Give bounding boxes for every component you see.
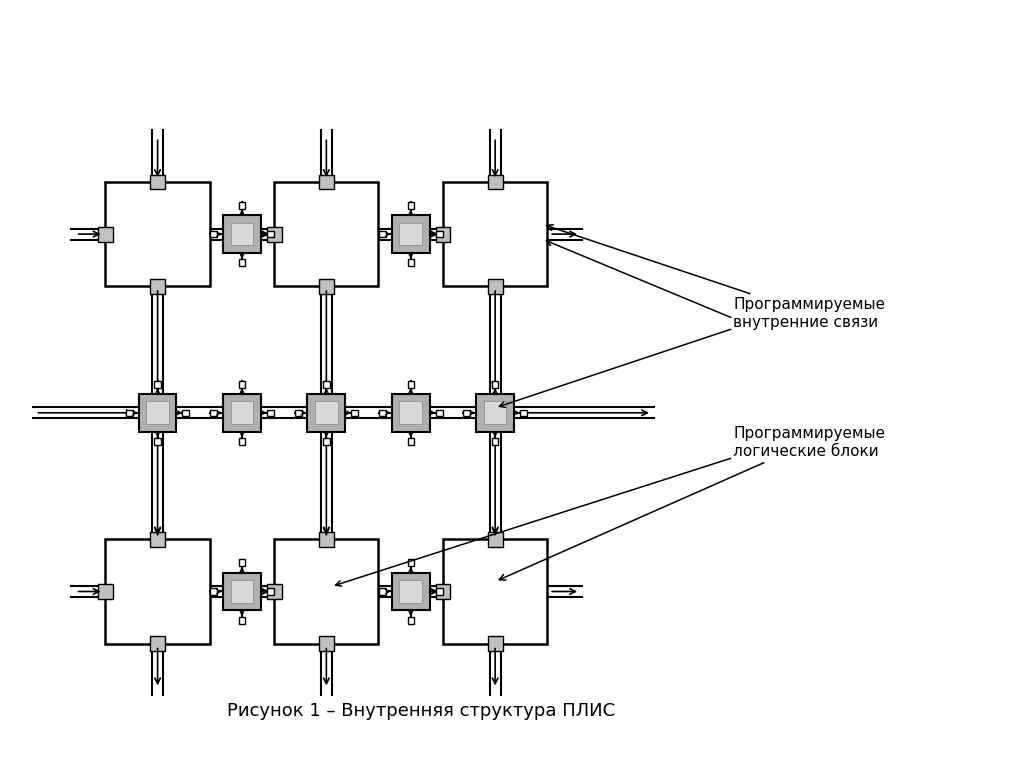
Bar — [463, 409, 470, 416]
Bar — [239, 617, 245, 624]
Bar — [126, 409, 133, 416]
Bar — [408, 259, 414, 266]
Bar — [267, 409, 273, 416]
Bar — [487, 532, 503, 547]
Bar — [492, 438, 499, 445]
Bar — [408, 617, 414, 624]
Bar — [392, 394, 430, 432]
Text: Программируемые
внутренние связи: Программируемые внутренние связи — [547, 224, 886, 329]
Bar — [223, 394, 261, 432]
Bar — [492, 381, 499, 388]
Bar — [239, 202, 245, 209]
Bar — [105, 182, 210, 286]
Bar — [443, 182, 547, 286]
Bar — [399, 402, 422, 424]
Bar — [318, 174, 334, 190]
Bar — [408, 438, 414, 445]
Bar — [443, 539, 547, 644]
Bar — [155, 381, 161, 388]
Bar — [223, 215, 261, 253]
Bar — [379, 409, 386, 416]
Bar — [318, 279, 334, 293]
Bar — [230, 223, 253, 246]
Bar — [98, 584, 113, 599]
Bar — [210, 231, 217, 237]
Bar — [146, 402, 169, 424]
Bar — [151, 532, 165, 547]
Bar — [239, 381, 245, 388]
Bar — [98, 227, 113, 242]
Bar — [239, 438, 245, 445]
Bar — [210, 588, 217, 594]
Bar — [487, 279, 503, 293]
Bar — [476, 394, 514, 432]
Text: Рисунок 1 – Внутренняя структура ПЛИС: Рисунок 1 – Внутренняя структура ПЛИС — [226, 702, 614, 720]
Bar — [223, 573, 261, 611]
Bar — [392, 215, 430, 253]
Bar — [307, 394, 345, 432]
Bar — [267, 584, 282, 599]
Bar — [138, 394, 176, 432]
Bar — [267, 588, 273, 594]
Bar — [182, 409, 189, 416]
Bar — [324, 438, 330, 445]
Bar — [487, 174, 503, 190]
Bar — [379, 588, 386, 594]
Bar — [399, 580, 422, 603]
Bar — [379, 231, 386, 237]
Bar — [267, 231, 273, 237]
Bar — [318, 636, 334, 651]
Bar — [435, 588, 442, 594]
Bar — [435, 231, 442, 237]
Bar — [435, 409, 442, 416]
Bar — [351, 409, 358, 416]
Bar — [399, 223, 422, 246]
Bar — [435, 227, 451, 242]
Bar — [151, 174, 165, 190]
Bar — [239, 259, 245, 266]
Bar — [267, 227, 282, 242]
Bar — [520, 409, 527, 416]
Bar — [483, 402, 507, 424]
Bar — [408, 381, 414, 388]
Text: Программируемые
логические блоки: Программируемые логические блоки — [500, 426, 886, 580]
Bar — [274, 539, 379, 644]
Bar — [230, 402, 253, 424]
Bar — [151, 279, 165, 293]
Bar — [239, 559, 245, 567]
Bar — [155, 438, 161, 445]
Bar — [318, 532, 334, 547]
Bar — [435, 584, 451, 599]
Bar — [105, 539, 210, 644]
Bar — [392, 573, 430, 611]
Bar — [210, 409, 217, 416]
Bar — [487, 636, 503, 651]
Bar — [295, 409, 301, 416]
Bar — [274, 182, 379, 286]
Bar — [315, 402, 338, 424]
Bar — [408, 559, 414, 567]
Bar — [324, 381, 330, 388]
Bar — [230, 580, 253, 603]
Bar — [408, 202, 414, 209]
Bar — [151, 636, 165, 651]
